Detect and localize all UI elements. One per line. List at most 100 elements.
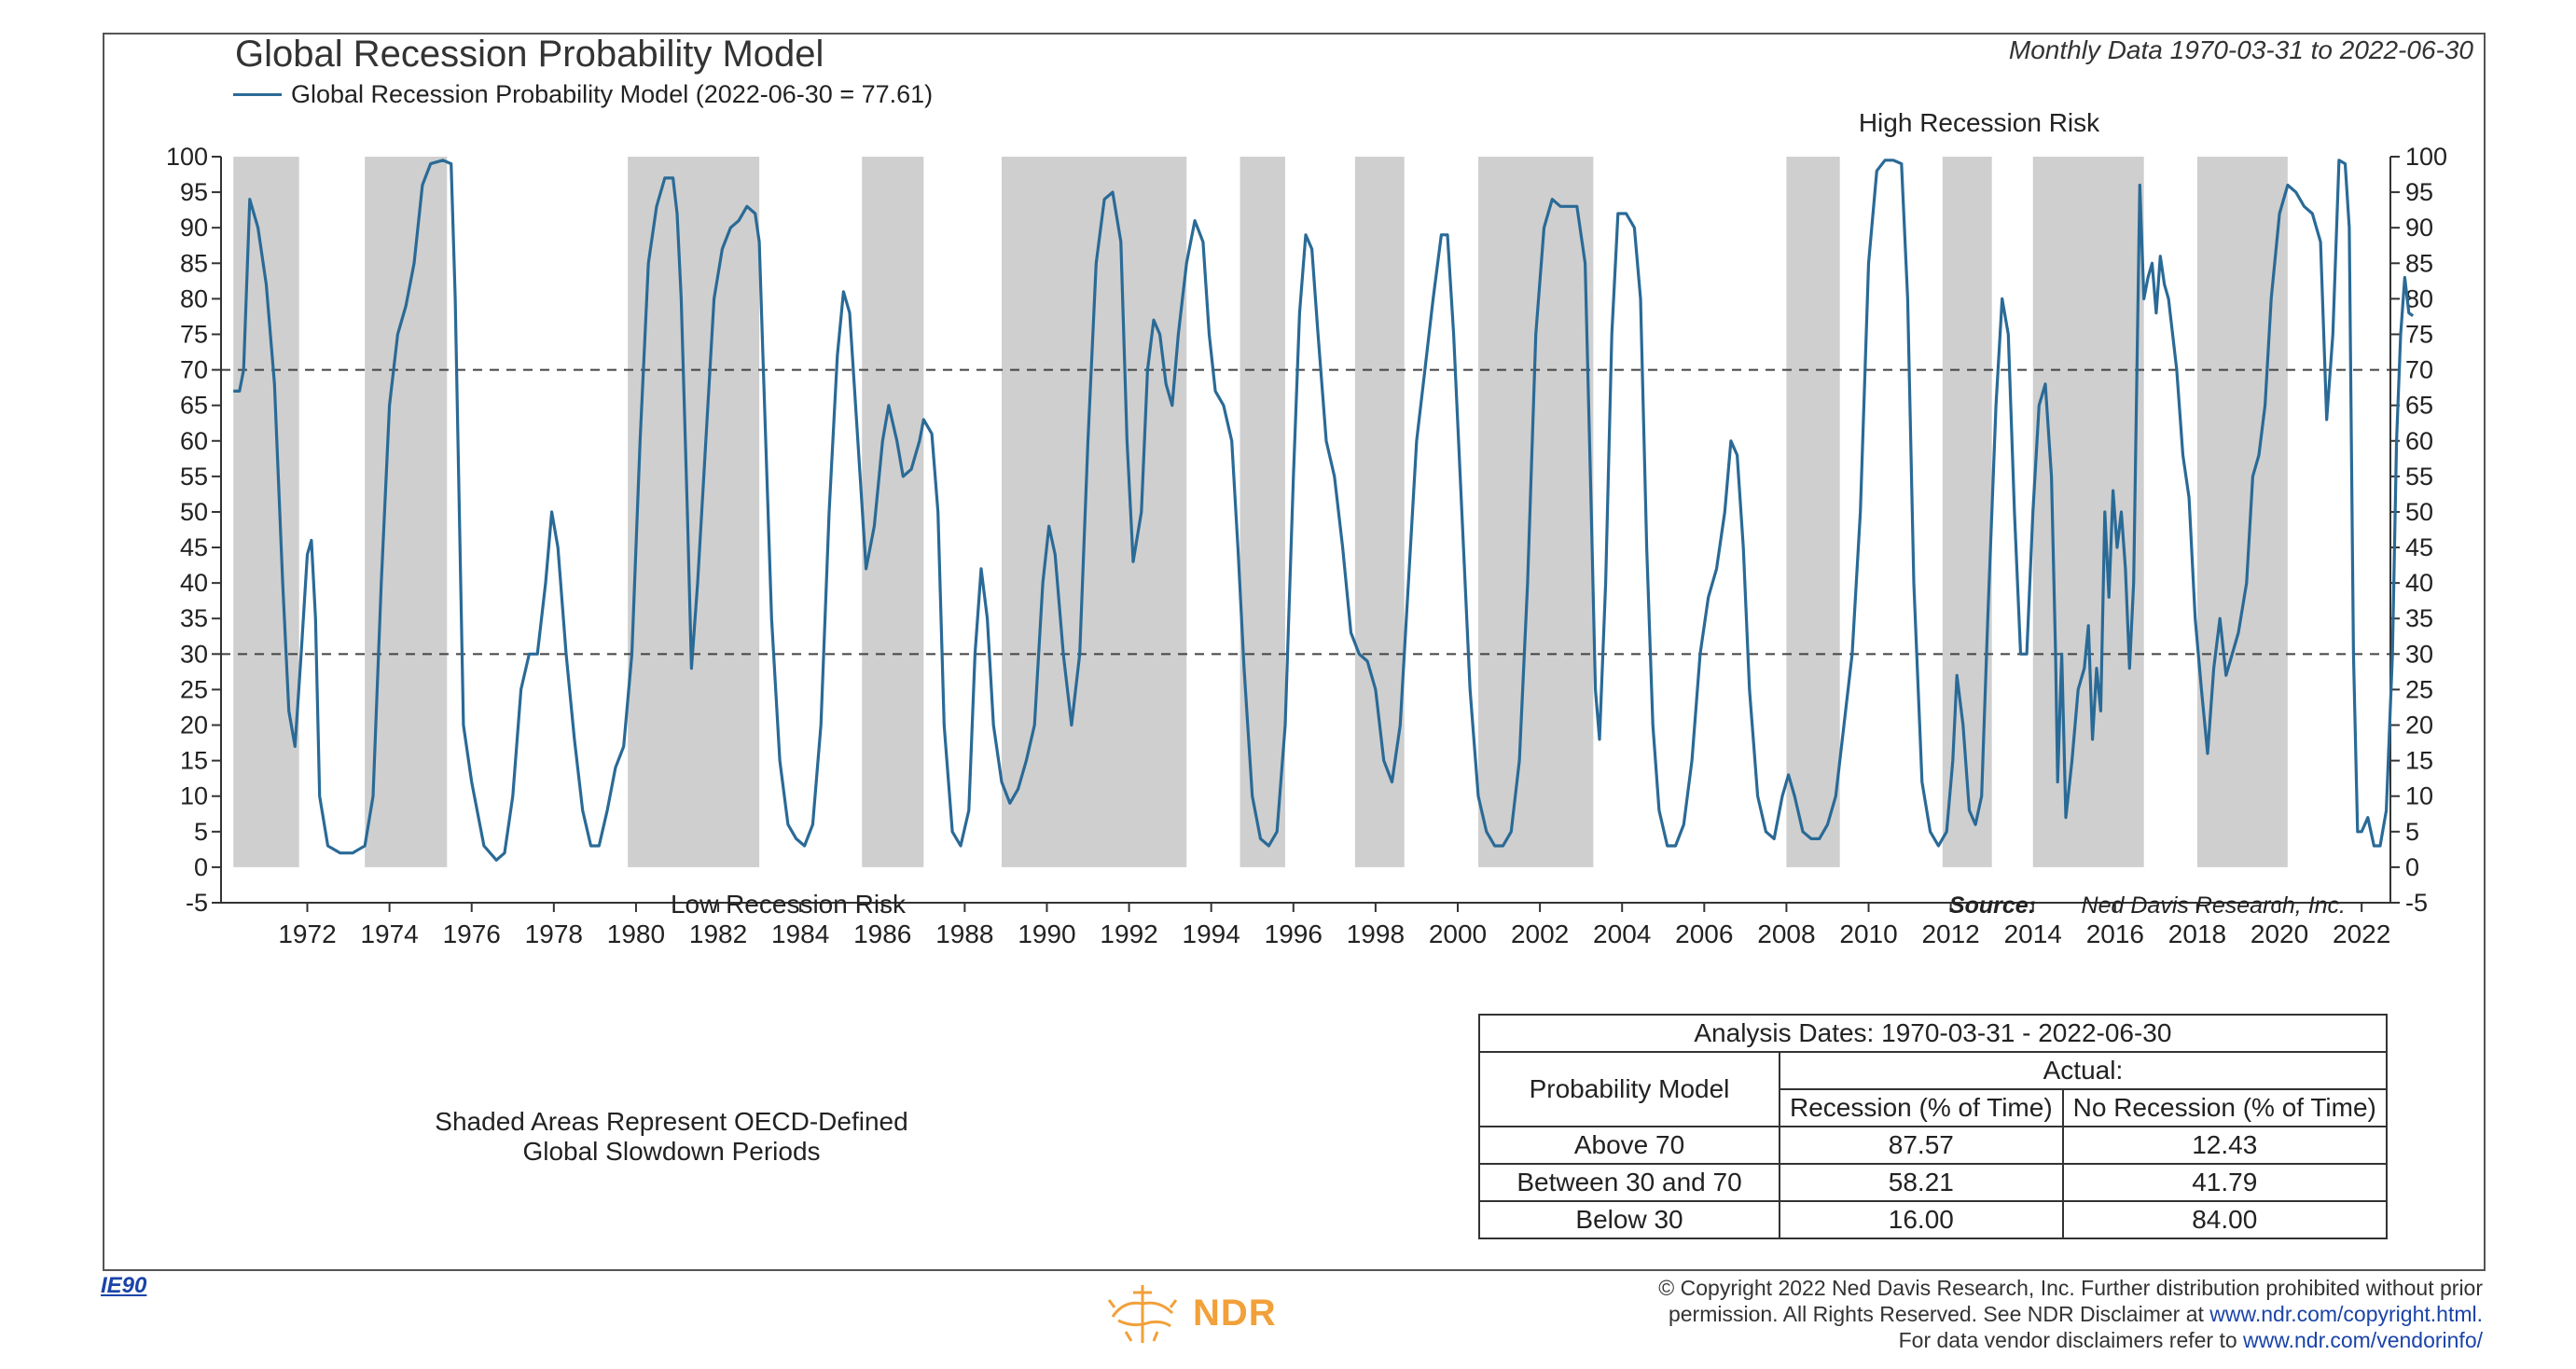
y-tick-label-right: 85 <box>2405 249 2433 277</box>
source-name: Ned Davis Research, Inc. <box>2082 892 2346 919</box>
shaded-period <box>1942 157 1992 867</box>
x-tick-label: 1984 <box>771 920 829 948</box>
logo-wordmark: NDR <box>1193 1292 1277 1334</box>
y-tick-label-right: 70 <box>2405 356 2433 384</box>
x-tick-label: 2010 <box>1839 920 1897 948</box>
shaded-period <box>1786 157 1840 867</box>
y-tick-label-right: 65 <box>2405 392 2433 420</box>
high-risk-label: High Recession Risk <box>1859 108 2100 137</box>
y-tick-label-left: 80 <box>180 284 208 312</box>
vendor-link[interactable]: www.ndr.com/vendorinfo/ <box>2243 1328 2483 1352</box>
y-tick-label-right: 35 <box>2405 604 2433 632</box>
recession-col-header: Recession (% of Time) <box>1779 1088 2064 1127</box>
table-row: Below 30 16.00 84.00 <box>1478 1200 2388 1239</box>
x-tick-label: 2014 <box>2004 920 2062 948</box>
shaded-period <box>1478 157 1594 867</box>
x-tick-label: 2020 <box>2251 920 2308 948</box>
y-tick-label-right: 90 <box>2405 214 2433 242</box>
x-tick-label: 1972 <box>278 920 336 948</box>
y-tick-label-left: 30 <box>180 640 208 668</box>
ndr-logo: NDR <box>1105 1279 1277 1347</box>
chart-code-link[interactable]: IE90 <box>101 1273 147 1298</box>
copyright-notice: © Copyright 2022 Ned Davis Research, Inc… <box>1658 1275 2483 1353</box>
y-tick-label-left: 40 <box>180 569 208 597</box>
y-tick-label-left: 20 <box>180 712 208 740</box>
no-recession-value: 12.43 <box>2061 1126 2388 1165</box>
chart-frame <box>103 33 2486 1271</box>
shading-note-line1: Shaded Areas Represent OECD-Defined <box>435 1107 908 1136</box>
y-tick-label-left: 90 <box>180 214 208 242</box>
y-tick-label-left: 95 <box>180 178 208 206</box>
row-label: Below 30 <box>1478 1200 1780 1239</box>
shading-note: Shaded Areas Represent OECD-Defined Glob… <box>308 1107 1035 1167</box>
y-tick-label-right: 60 <box>2405 427 2433 455</box>
x-tick-label: 1980 <box>607 920 665 948</box>
x-tick-label: 2018 <box>2168 920 2226 948</box>
y-tick-label-left: 75 <box>180 320 208 348</box>
shaded-period <box>1002 157 1187 867</box>
legend-swatch <box>233 93 282 96</box>
y-tick-label-left: -5 <box>186 889 208 917</box>
y-tick-label-right: 80 <box>2405 284 2433 312</box>
source-label: Source: <box>1949 892 2036 919</box>
shaded-period <box>1354 157 1405 867</box>
y-tick-label-left: 15 <box>180 747 208 775</box>
no-recession-value: 41.79 <box>2061 1163 2388 1202</box>
copyright-line1: © Copyright 2022 Ned Davis Research, Inc… <box>1658 1276 2483 1300</box>
y-tick-label-right: 50 <box>2405 498 2433 526</box>
y-tick-label-left: 45 <box>180 533 208 561</box>
x-tick-label: 1976 <box>443 920 501 948</box>
x-tick-label: 2016 <box>2086 920 2144 948</box>
copyright-text: permission. All Rights Reserved. See NDR… <box>1668 1302 2204 1326</box>
y-tick-label-left: 0 <box>194 853 208 881</box>
copyright-line2: permission. All Rights Reserved. See NDR… <box>1658 1301 2483 1327</box>
x-tick-label: 1988 <box>935 920 993 948</box>
y-tick-label-right: 15 <box>2405 747 2433 775</box>
shaded-period <box>2032 157 2144 867</box>
y-tick-label-right: 40 <box>2405 569 2433 597</box>
x-tick-label: 1994 <box>1183 920 1240 948</box>
stats-table: Analysis Dates: 1970-03-31 - 2022-06-30 … <box>1478 1014 2388 1239</box>
actual-label: Actual: <box>1779 1051 2388 1090</box>
table-row: Between 30 and 70 58.21 41.79 <box>1478 1163 2388 1202</box>
x-tick-label: 1982 <box>689 920 747 948</box>
shaded-period <box>1240 157 1285 867</box>
x-tick-label: 2002 <box>1511 920 1569 948</box>
low-risk-label: Low Recession Risk <box>671 890 907 919</box>
shaded-period <box>233 157 299 867</box>
row-header: Probability Model <box>1478 1051 1780 1127</box>
legend-label: Global Recession Probability Model (2022… <box>291 80 934 108</box>
recession-value: 87.57 <box>1779 1126 2064 1165</box>
x-tick-label: 1974 <box>360 920 418 948</box>
shading-note-line2: Global Slowdown Periods <box>522 1137 821 1166</box>
y-tick-label-left: 25 <box>180 675 208 703</box>
x-tick-label: 1990 <box>1018 920 1075 948</box>
vendor-text: For data vendor disclaimers refer to <box>1898 1328 2237 1352</box>
y-tick-label-right: 25 <box>2405 675 2433 703</box>
y-tick-label-right: 0 <box>2405 853 2419 881</box>
y-tick-label-right: -5 <box>2405 889 2428 917</box>
copyright-line3: For data vendor disclaimers refer to www… <box>1658 1327 2483 1353</box>
y-tick-label-right: 30 <box>2405 640 2433 668</box>
shaded-period <box>862 157 924 867</box>
recession-value: 16.00 <box>1779 1200 2064 1239</box>
y-tick-label-left: 10 <box>180 782 208 810</box>
y-tick-label-right: 10 <box>2405 782 2433 810</box>
no-recession-col-header: No Recession (% of Time) <box>2061 1088 2388 1127</box>
y-tick-label-right: 5 <box>2405 818 2419 846</box>
legend: Global Recession Probability Model (2022… <box>233 80 933 109</box>
chart-subtitle: Monthly Data 1970-03-31 to 2022-06-30 <box>2008 35 2473 64</box>
y-tick-label-left: 5 <box>194 818 208 846</box>
x-tick-label: 2000 <box>1429 920 1487 948</box>
x-tick-label: 2012 <box>1921 920 1979 948</box>
x-tick-label: 1992 <box>1100 920 1157 948</box>
row-label: Between 30 and 70 <box>1478 1163 1780 1202</box>
x-tick-label: 2022 <box>2333 920 2390 948</box>
recession-value: 58.21 <box>1779 1163 2064 1202</box>
y-tick-label-left: 65 <box>180 392 208 420</box>
x-tick-label: 2008 <box>1757 920 1815 948</box>
y-tick-label-left: 85 <box>180 249 208 277</box>
x-tick-label: 2004 <box>1593 920 1651 948</box>
copyright-link[interactable]: www.ndr.com/copyright.html. <box>2209 1302 2483 1326</box>
